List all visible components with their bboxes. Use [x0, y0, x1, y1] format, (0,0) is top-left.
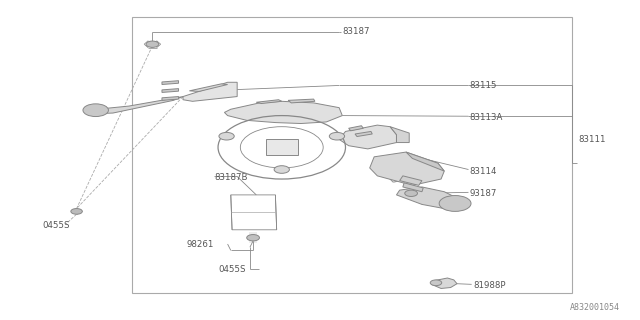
Text: 98261: 98261	[186, 240, 214, 249]
Polygon shape	[355, 132, 372, 137]
Polygon shape	[406, 152, 444, 171]
Circle shape	[274, 166, 289, 173]
Circle shape	[71, 209, 83, 214]
Text: 83111: 83111	[578, 135, 605, 144]
Polygon shape	[431, 278, 457, 288]
Polygon shape	[339, 125, 396, 149]
Text: 0455S: 0455S	[43, 220, 70, 229]
Polygon shape	[88, 97, 183, 114]
Polygon shape	[396, 187, 460, 209]
Polygon shape	[288, 99, 315, 103]
Circle shape	[83, 104, 108, 116]
Polygon shape	[162, 89, 179, 92]
Polygon shape	[162, 97, 179, 100]
Circle shape	[219, 132, 234, 140]
Text: A832001054: A832001054	[570, 303, 620, 312]
Polygon shape	[266, 140, 298, 155]
Polygon shape	[162, 81, 179, 84]
Text: 93187: 93187	[470, 189, 497, 198]
Polygon shape	[189, 84, 228, 92]
Circle shape	[439, 196, 471, 212]
Circle shape	[146, 41, 159, 47]
Text: 83114: 83114	[470, 167, 497, 176]
Text: 83115: 83115	[470, 81, 497, 90]
Text: 83187: 83187	[342, 27, 370, 36]
Polygon shape	[390, 127, 409, 142]
Circle shape	[404, 190, 417, 196]
Polygon shape	[349, 126, 364, 131]
Text: 83113A: 83113A	[470, 113, 503, 122]
Circle shape	[430, 280, 442, 286]
Bar	[132, 17, 572, 293]
Text: 0455S: 0455S	[218, 265, 246, 274]
Circle shape	[246, 235, 259, 241]
Polygon shape	[256, 100, 282, 104]
Text: 83187B: 83187B	[215, 173, 248, 182]
Polygon shape	[399, 176, 422, 185]
Text: 81988P: 81988P	[473, 281, 506, 290]
Circle shape	[330, 132, 344, 140]
Polygon shape	[225, 101, 342, 124]
Polygon shape	[183, 82, 237, 101]
Polygon shape	[403, 183, 423, 192]
Polygon shape	[370, 152, 444, 185]
